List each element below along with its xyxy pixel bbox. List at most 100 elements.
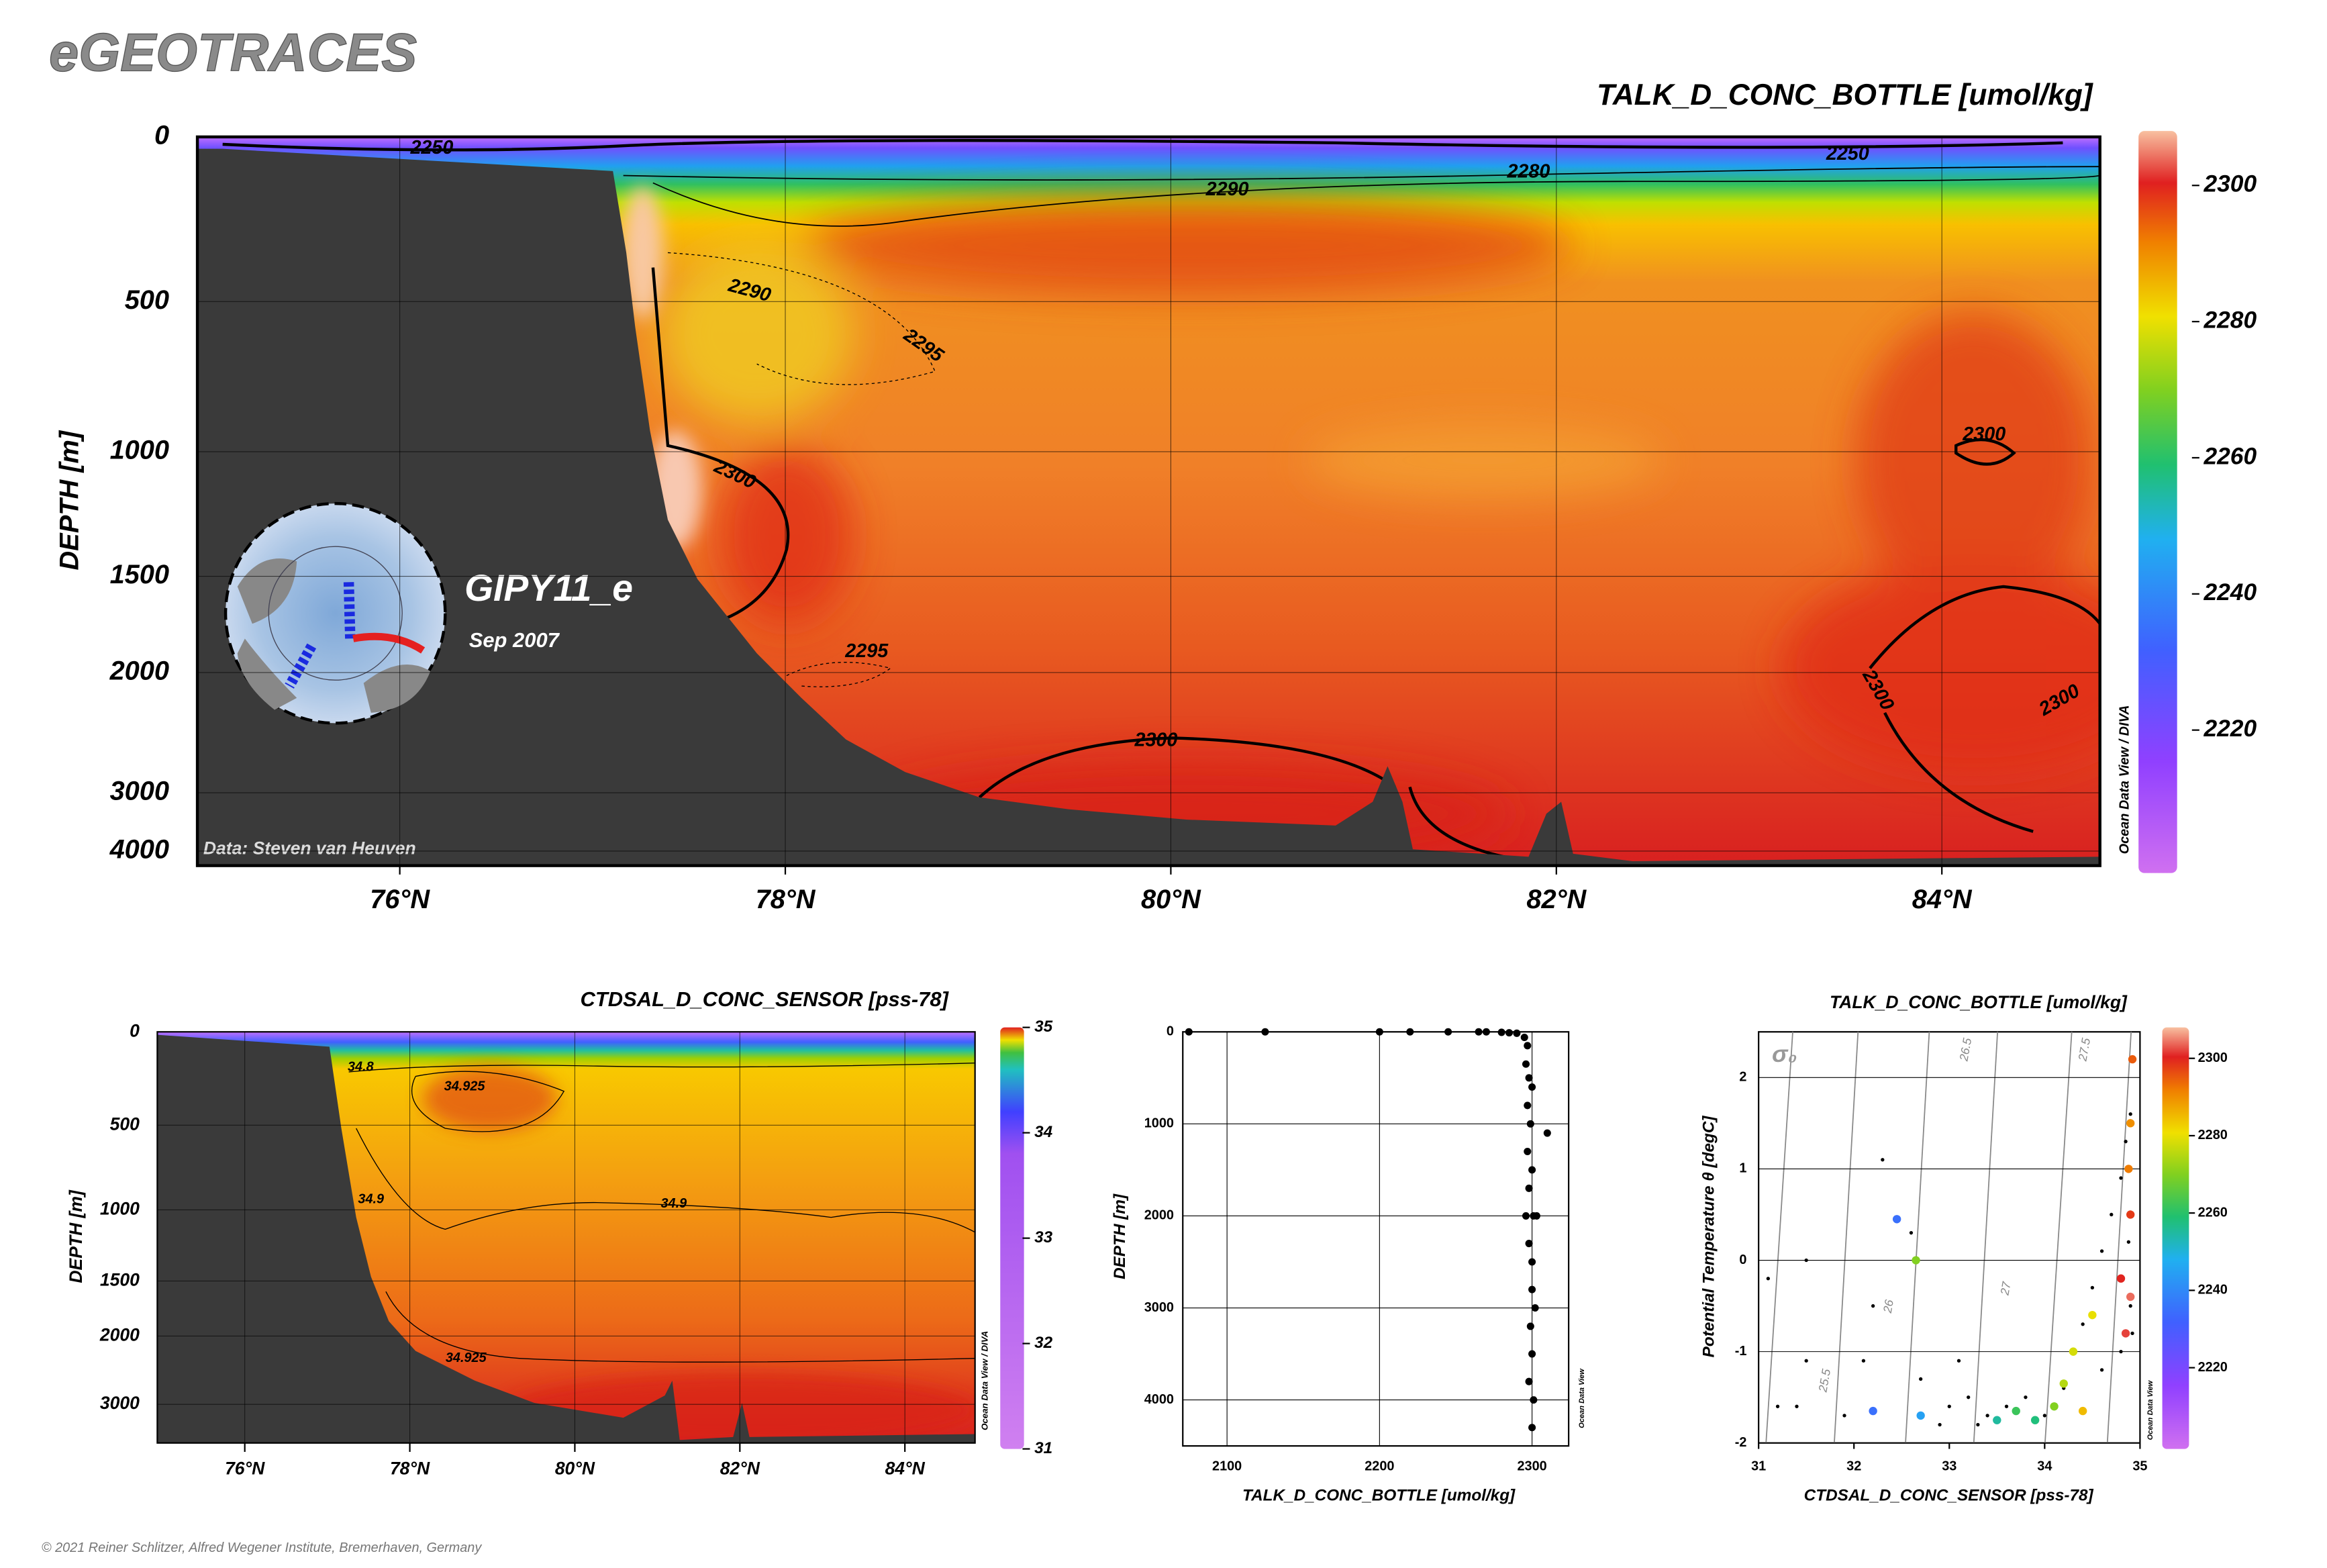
data-point — [2099, 1249, 2104, 1253]
data-point — [1528, 1424, 1536, 1432]
data-point — [1881, 1158, 1885, 1162]
colored-point — [2116, 1274, 2126, 1283]
y-axis-title: Potential Temperature θ [degC] — [1700, 1116, 1718, 1358]
isopycnal-label: 25.5 — [1816, 1368, 1833, 1393]
data-point — [2099, 1368, 2104, 1372]
data-point — [1938, 1422, 1942, 1427]
contour-label: 34.9 — [660, 1196, 687, 1211]
data-point — [1804, 1359, 1808, 1363]
data-point — [1909, 1231, 1914, 1235]
data-point — [1524, 1147, 1532, 1155]
data-point — [1985, 1414, 1989, 1418]
x-tick-label: 78°N — [756, 885, 816, 914]
data-point — [1520, 1033, 1528, 1042]
x-tick-label: 2200 — [1365, 1459, 1394, 1473]
data-point — [1522, 1212, 1530, 1220]
data-point — [1524, 1101, 1532, 1110]
data-point — [1528, 1166, 1536, 1174]
data-point — [1522, 1060, 1530, 1068]
data-point — [1528, 1285, 1536, 1293]
data-point — [1482, 1028, 1490, 1036]
y-tick-label: 0 — [1739, 1253, 1746, 1267]
data-point — [2090, 1285, 2095, 1290]
data-point — [1505, 1029, 1514, 1037]
x-tick-label: 33 — [1942, 1459, 1957, 1473]
y-tick-label: 1000 — [110, 435, 169, 464]
colorbar-label: 31 — [1034, 1439, 1052, 1457]
colored-point — [2126, 1292, 2135, 1302]
data-point — [1525, 1074, 1533, 1082]
colored-point — [2050, 1402, 2059, 1411]
colored-point — [2078, 1406, 2087, 1416]
watermark: Ocean Data View / DIVA — [2118, 705, 2132, 854]
data-point — [1775, 1404, 1780, 1408]
colored-point — [2124, 1165, 2133, 1173]
colorbar-label: 34 — [1034, 1123, 1053, 1141]
colorbar — [2138, 131, 2177, 873]
contour-label: 2300 — [1962, 424, 2006, 445]
colored-point — [1869, 1406, 1877, 1416]
data-point — [1871, 1304, 1875, 1308]
colorbar-label: 2260 — [2203, 443, 2257, 469]
x-tick-label: 84°N — [1912, 885, 1973, 914]
data-point — [1513, 1029, 1521, 1037]
data-point — [1967, 1395, 1971, 1400]
x-tick-label: 76°N — [225, 1459, 265, 1479]
data-point — [1526, 1120, 1534, 1128]
colorbar-label: 2220 — [2203, 716, 2257, 742]
data-point — [1976, 1422, 1980, 1427]
colored-point — [2126, 1119, 2135, 1128]
y-tick-label: 1 — [1739, 1161, 1746, 1176]
data-point — [1795, 1404, 1799, 1408]
colored-point — [1916, 1411, 1925, 1420]
data-point — [1261, 1028, 1269, 1036]
data-point — [1528, 1258, 1536, 1266]
data-point — [2119, 1349, 2123, 1354]
contour-label: 34.8 — [348, 1060, 375, 1075]
chart-title: CTDSAL_D_CONC_SENSOR [pss-78] — [581, 987, 950, 1011]
data-point — [2130, 1331, 2134, 1336]
colorbar-label: 32 — [1034, 1334, 1053, 1352]
data-point — [1947, 1404, 1951, 1408]
colored-point — [2088, 1310, 2097, 1320]
data-point — [2024, 1395, 2028, 1400]
isopycnal-label: 27 — [1997, 1280, 2013, 1297]
data-point — [1531, 1304, 1539, 1312]
x-tick-label: 34 — [2037, 1459, 2052, 1473]
contour-label: 2290 — [1205, 179, 1249, 200]
x-tick-label: 76°N — [370, 885, 430, 914]
contour-label: 34.9 — [358, 1191, 384, 1206]
colorbar-label: 2240 — [2203, 579, 2257, 605]
data-point — [1475, 1028, 1483, 1036]
plot-frame — [1182, 1031, 1570, 1447]
y-tick-label: 1000 — [1144, 1116, 1174, 1131]
data-point — [1525, 1240, 1533, 1248]
data-point — [1528, 1083, 1536, 1091]
colorbar-label: 2280 — [2198, 1128, 2228, 1142]
x-tick-label: 31 — [1751, 1459, 1766, 1473]
y-axis-title: DEPTH [m] — [66, 1189, 86, 1283]
y-tick-label: 1500 — [100, 1269, 140, 1289]
y-axis-title: DEPTH [m] — [55, 430, 85, 570]
data-point — [2004, 1404, 2009, 1408]
data-point — [1766, 1277, 1771, 1281]
data-point — [1919, 1377, 1923, 1381]
x-axis-title: CTDSAL_D_CONC_SENSOR [pss-78] — [1804, 1487, 2094, 1505]
data-point — [2126, 1240, 2131, 1244]
chart-title: TALK_D_CONC_BOTTLE [umol/kg] — [1597, 79, 2093, 111]
colorbar-label: 2300 — [2203, 171, 2257, 197]
sigma-label: σ₀ — [1772, 1041, 1797, 1067]
data-point — [2110, 1212, 2114, 1217]
y-tick-label: -1 — [1735, 1344, 1747, 1359]
x-tick-label: 82°N — [1526, 885, 1587, 914]
colored-point — [2069, 1347, 2078, 1356]
colorbar-label: 2220 — [2198, 1360, 2228, 1375]
watermark: Ocean Data View — [1578, 1368, 1586, 1428]
colored-point — [2126, 1210, 2135, 1219]
y-tick-label: 3000 — [110, 777, 169, 806]
colored-point — [2128, 1055, 2137, 1064]
data-point — [1375, 1028, 1383, 1036]
logo: eGEOTRACES — [49, 23, 417, 83]
y-tick-label: 2000 — [99, 1324, 140, 1344]
